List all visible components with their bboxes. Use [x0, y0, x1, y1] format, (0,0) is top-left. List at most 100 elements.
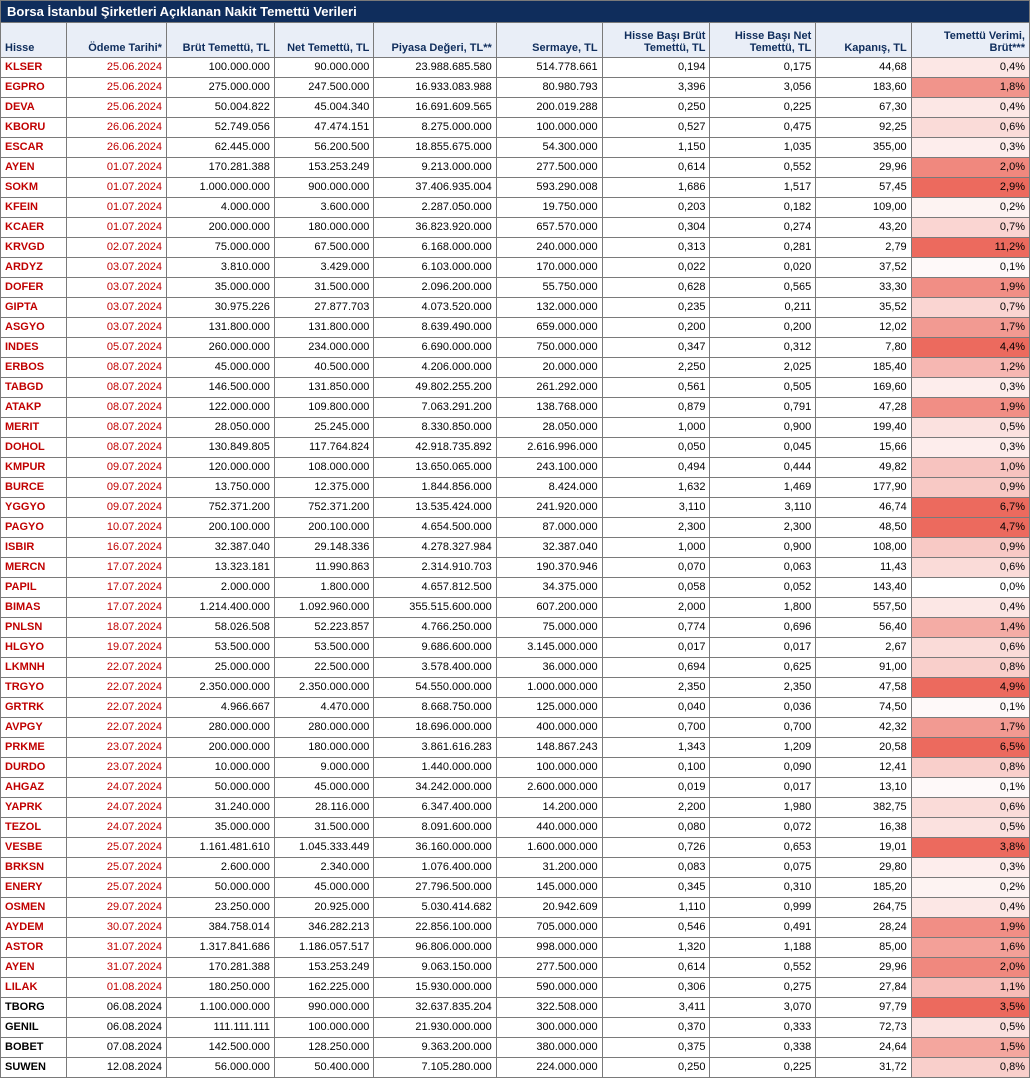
table-row: VESBE25.07.20241.161.481.6101.045.333.44… — [1, 838, 1030, 858]
cell: 74,50 — [816, 698, 911, 718]
cell: 0,312 — [710, 338, 816, 358]
cell: 49,82 — [816, 458, 911, 478]
table-row: ERBOS08.07.202445.000.00040.500.0004.206… — [1, 358, 1030, 378]
cell: 7.063.291.200 — [374, 398, 496, 418]
cell: 0,019 — [602, 778, 710, 798]
cell: 2,350 — [710, 678, 816, 698]
cell: 0,338 — [710, 1038, 816, 1058]
cell: 03.07.2024 — [67, 278, 167, 298]
cell: 3.145.000.000 — [496, 638, 602, 658]
table-row: ISBIR16.07.202432.387.04029.148.3364.278… — [1, 538, 1030, 558]
cell: 9.063.150.000 — [374, 958, 496, 978]
cell: 2,025 — [710, 358, 816, 378]
cell: 0,017 — [710, 638, 816, 658]
cell: 3,056 — [710, 78, 816, 98]
cell: 91,00 — [816, 658, 911, 678]
table-row: ENERY25.07.202450.000.00045.000.00027.79… — [1, 878, 1030, 898]
cell: INDES — [1, 338, 67, 358]
cell: 2.350.000.000 — [166, 678, 274, 698]
cell: 8.424.000 — [496, 478, 602, 498]
cell: ASGYO — [1, 318, 67, 338]
cell: 20.925.000 — [274, 898, 374, 918]
cell: 1.000.000.000 — [166, 178, 274, 198]
cell: 02.07.2024 — [67, 238, 167, 258]
cell: 1,7% — [911, 718, 1029, 738]
cell: 33,30 — [816, 278, 911, 298]
table-row: INDES05.07.2024260.000.000234.000.0006.6… — [1, 338, 1030, 358]
cell: 0,6% — [911, 118, 1029, 138]
cell: 4.000.000 — [166, 198, 274, 218]
cell: 12,41 — [816, 758, 911, 778]
cell: 200.000.000 — [166, 738, 274, 758]
cell: 4.657.812.500 — [374, 578, 496, 598]
cell: 2,67 — [816, 638, 911, 658]
cell: 0,080 — [602, 818, 710, 838]
cell: 0,211 — [710, 298, 816, 318]
cell: 0,6% — [911, 558, 1029, 578]
cell: 0,6% — [911, 798, 1029, 818]
table-row: MERCN17.07.202413.323.18111.990.8632.314… — [1, 558, 1030, 578]
cell: 1.214.400.000 — [166, 598, 274, 618]
cell: SOKM — [1, 178, 67, 198]
cell: 08.07.2024 — [67, 398, 167, 418]
cell: 590.000.000 — [496, 978, 602, 998]
cell: 247.500.000 — [274, 78, 374, 98]
cell: 0,9% — [911, 538, 1029, 558]
cell: 75.000.000 — [166, 238, 274, 258]
cell: 1.317.841.686 — [166, 938, 274, 958]
cell: 20,58 — [816, 738, 911, 758]
cell: 0,614 — [602, 158, 710, 178]
cell: 26.06.2024 — [67, 138, 167, 158]
cell: 1,000 — [602, 538, 710, 558]
cell: 46,74 — [816, 498, 911, 518]
cell: 01.08.2024 — [67, 978, 167, 998]
cell: 3.600.000 — [274, 198, 374, 218]
col-sermaye: Sermaye, TL — [496, 23, 602, 58]
cell: 25.07.2024 — [67, 838, 167, 858]
cell: 4,9% — [911, 678, 1029, 698]
cell: 153.253.249 — [274, 958, 374, 978]
table-row: DOHOL08.07.2024130.849.805117.764.82442.… — [1, 438, 1030, 458]
cell: 31.500.000 — [274, 278, 374, 298]
cell: 16.691.609.565 — [374, 98, 496, 118]
table-row: TRGYO22.07.20242.350.000.0002.350.000.00… — [1, 678, 1030, 698]
cell: 26.06.2024 — [67, 118, 167, 138]
cell: 17.07.2024 — [67, 598, 167, 618]
cell: 1.161.481.610 — [166, 838, 274, 858]
cell: 1,9% — [911, 398, 1029, 418]
cell: 54.300.000 — [496, 138, 602, 158]
cell: 49.802.255.200 — [374, 378, 496, 398]
cell: 48,50 — [816, 518, 911, 538]
table-row: SOKM01.07.20241.000.000.000900.000.00037… — [1, 178, 1030, 198]
cell: 31.07.2024 — [67, 938, 167, 958]
cell: 67.500.000 — [274, 238, 374, 258]
col-odeme: Ödeme Tarihi* — [67, 23, 167, 58]
cell: 22.07.2024 — [67, 698, 167, 718]
cell: 10.000.000 — [166, 758, 274, 778]
cell: 0,999 — [710, 898, 816, 918]
cell: 0,653 — [710, 838, 816, 858]
cell: MERCN — [1, 558, 67, 578]
cell: 8.668.750.000 — [374, 698, 496, 718]
cell: 125.000.000 — [496, 698, 602, 718]
cell: 0,505 — [710, 378, 816, 398]
cell: 43,20 — [816, 218, 911, 238]
cell: LKMNH — [1, 658, 67, 678]
cell: 1,000 — [602, 418, 710, 438]
cell: 180.000.000 — [274, 738, 374, 758]
cell: 40.500.000 — [274, 358, 374, 378]
cell: 3,411 — [602, 998, 710, 1018]
cell: 31.07.2024 — [67, 958, 167, 978]
cell: 0,0% — [911, 578, 1029, 598]
cell: 22.500.000 — [274, 658, 374, 678]
cell: 0,4% — [911, 98, 1029, 118]
cell: 0,1% — [911, 258, 1029, 278]
cell: 52.223.857 — [274, 618, 374, 638]
cell: 0,4% — [911, 58, 1029, 78]
cell: 87.000.000 — [496, 518, 602, 538]
cell: 96.806.000.000 — [374, 938, 496, 958]
cell: KCAER — [1, 218, 67, 238]
cell: 1,686 — [602, 178, 710, 198]
cell: 17.07.2024 — [67, 578, 167, 598]
cell: 2.000.000 — [166, 578, 274, 598]
